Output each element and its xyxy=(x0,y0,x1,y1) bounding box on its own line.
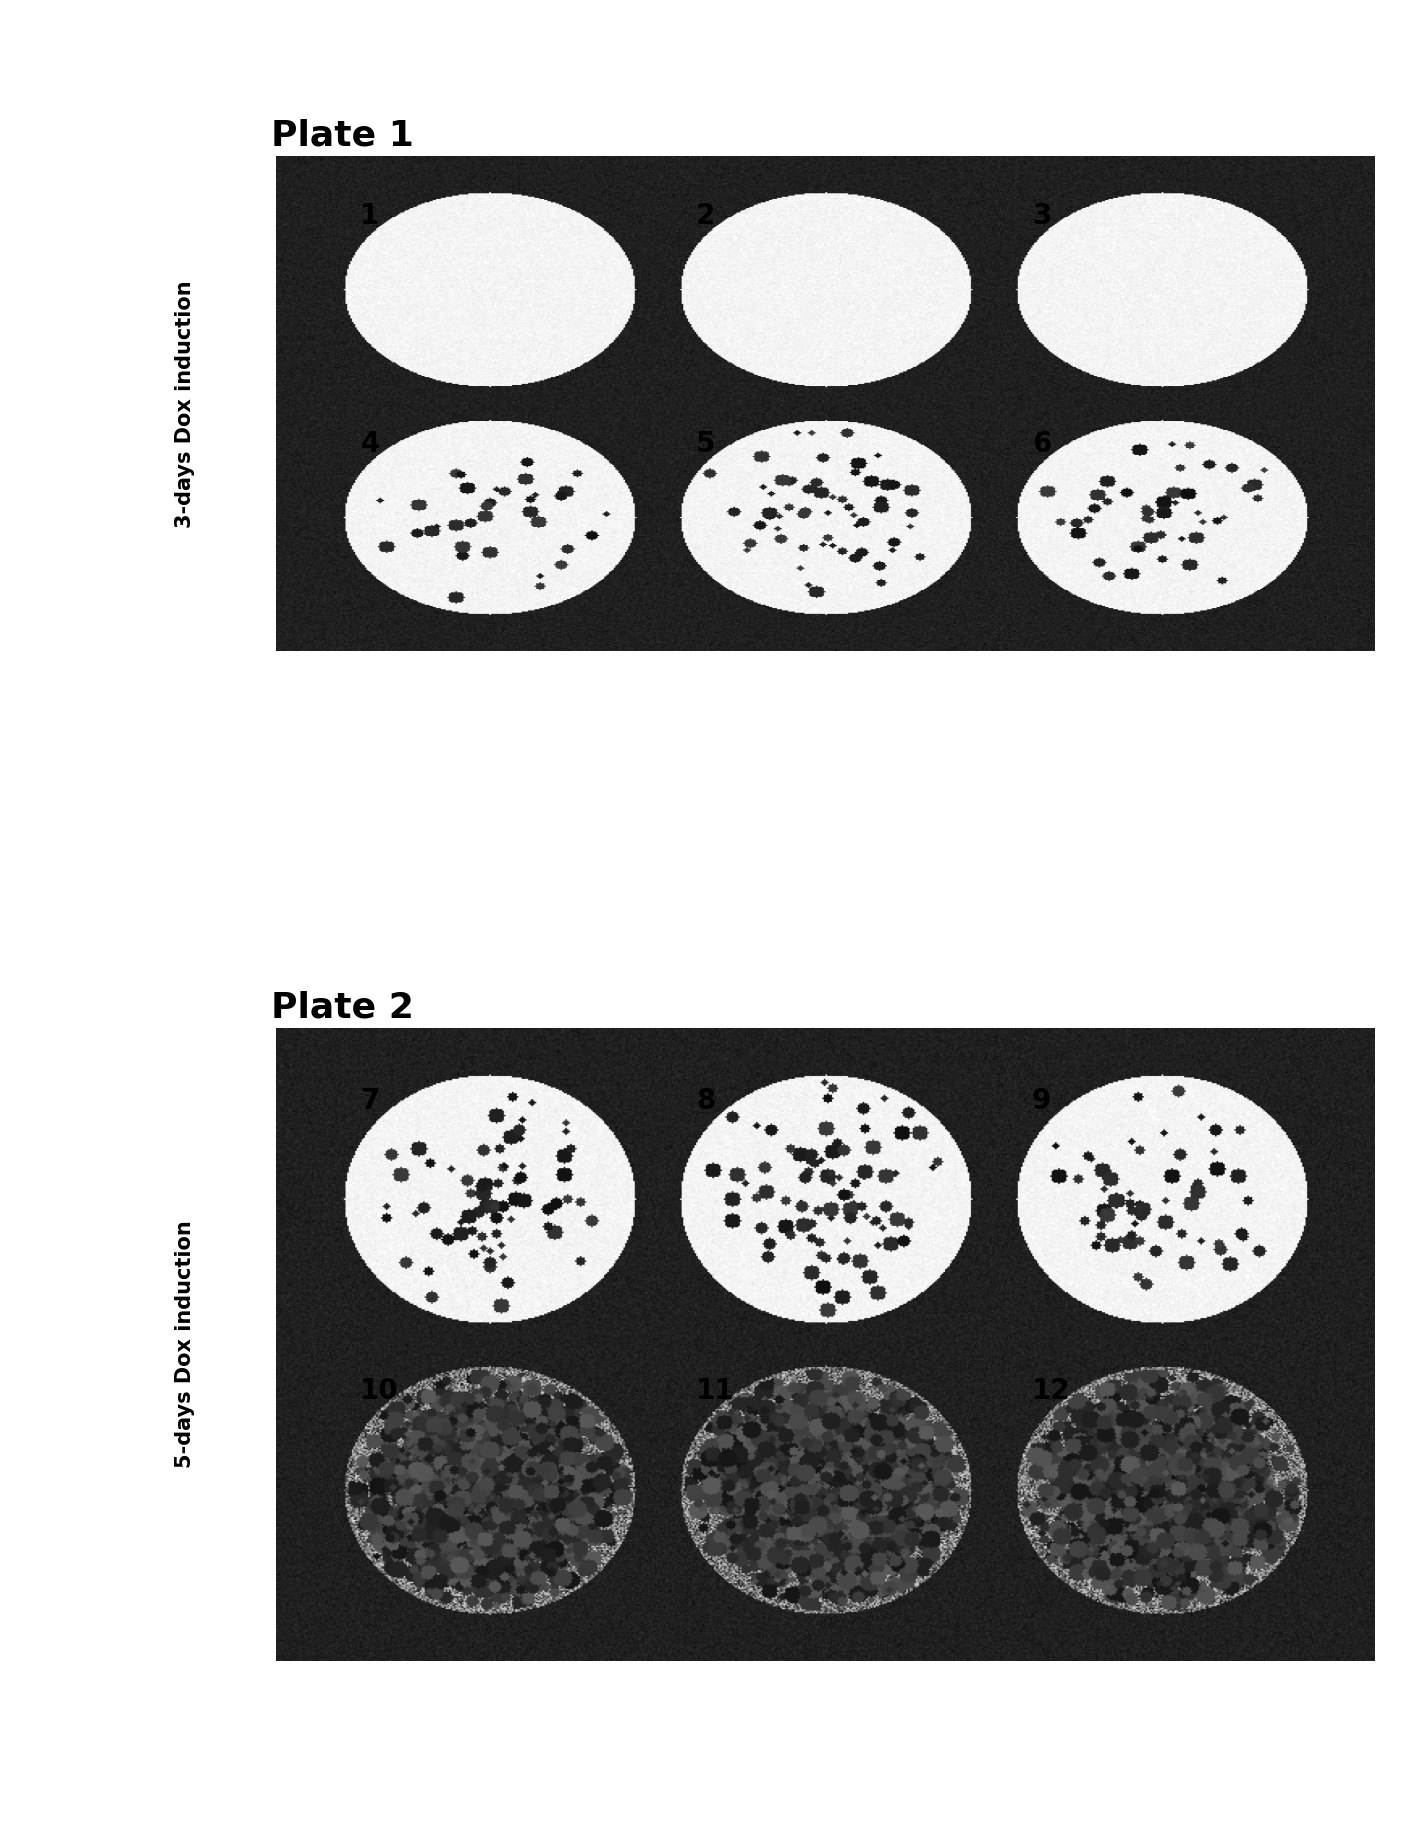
Text: 5-days Dox induction: 5-days Dox induction xyxy=(174,1220,196,1468)
Text: 3-days Dox induction: 3-days Dox induction xyxy=(174,281,196,527)
Text: 6: 6 xyxy=(1032,429,1051,457)
Text: 12: 12 xyxy=(1032,1378,1071,1406)
Text: 3: 3 xyxy=(1032,202,1051,229)
Text: Plate 1: Plate 1 xyxy=(271,119,414,152)
Text: 4: 4 xyxy=(360,429,380,457)
Text: 2: 2 xyxy=(696,202,716,229)
Text: 5: 5 xyxy=(696,429,716,457)
Text: 8: 8 xyxy=(696,1086,716,1114)
Text: 11: 11 xyxy=(696,1378,734,1406)
Text: 7: 7 xyxy=(360,1086,380,1114)
Text: 10: 10 xyxy=(360,1378,400,1406)
Text: 9: 9 xyxy=(1032,1086,1051,1114)
Text: 1: 1 xyxy=(360,202,380,229)
Text: Plate 2: Plate 2 xyxy=(271,991,414,1024)
